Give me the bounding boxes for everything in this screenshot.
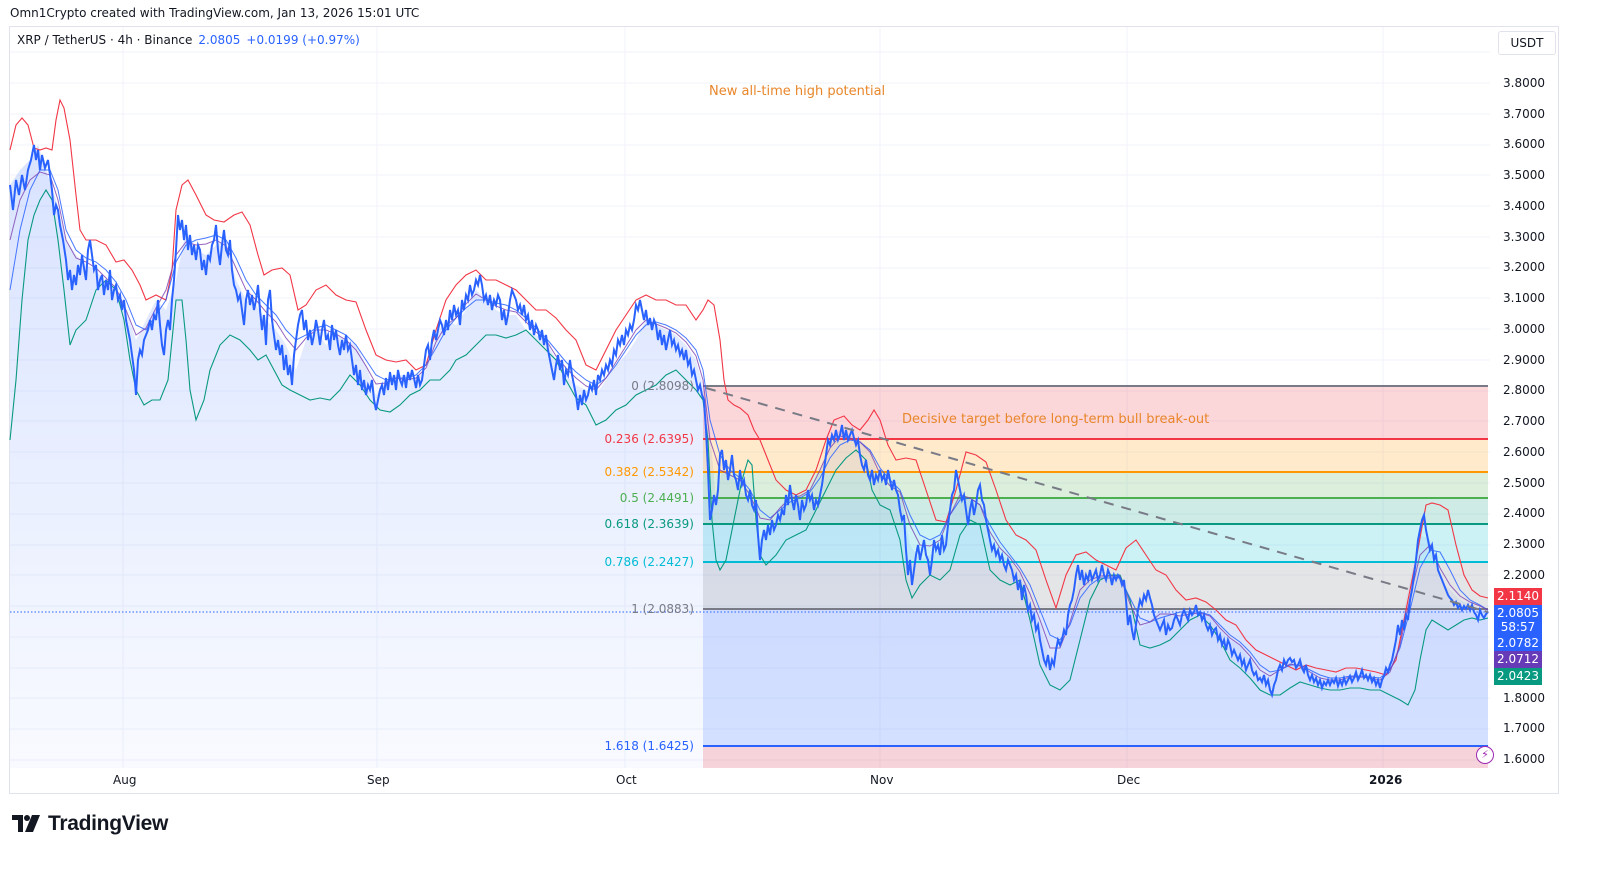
chart-frame	[9, 26, 1559, 794]
price-tick: 3.4000	[1503, 199, 1545, 213]
time-tick: Oct	[616, 773, 637, 787]
fib-label-0618: 0.618 (2.3639)	[604, 517, 694, 531]
price-tick: 2.7000	[1503, 414, 1545, 428]
price-tick: 3.2000	[1503, 260, 1545, 274]
fib-label-1: 1 (2.0883)	[631, 602, 694, 616]
fib-label-1618: 1.618 (1.6425)	[604, 739, 694, 753]
lightning-icon[interactable]: ⚡	[1476, 746, 1494, 764]
target-annotation[interactable]: Decisive target before long-term bull br…	[902, 412, 1210, 427]
chart-credit: Omn1Crypto created with TradingView.com,…	[10, 6, 420, 20]
price-tick: 1.8000	[1503, 691, 1545, 705]
price-tick: 3.5000	[1503, 168, 1545, 182]
trend-line	[705, 387, 1489, 613]
price-tick: 3.3000	[1503, 230, 1545, 244]
price-tick: 3.0000	[1503, 322, 1545, 336]
price-tick: 2.9000	[1503, 353, 1545, 367]
currency-button[interactable]: USDT	[1498, 31, 1556, 55]
price-tick: 2.8000	[1503, 383, 1545, 397]
fib-label-0: 0 (2.8098)	[631, 379, 694, 393]
fib-label-0236: 0.236 (2.6395)	[604, 432, 694, 446]
price-tick: 3.6000	[1503, 137, 1545, 151]
price-tick: 2.3000	[1503, 537, 1545, 551]
brand-name: TradingView	[48, 812, 169, 835]
lower-band-line	[9, 188, 1489, 706]
time-tick: Dec	[1117, 773, 1141, 787]
fib-label-05: 0.5 (2.4491)	[619, 491, 694, 505]
price-tick: 2.5000	[1503, 476, 1545, 490]
price-area-fill	[10, 145, 1488, 768]
ma-mid-price-tag: 2.0712	[1494, 651, 1542, 668]
lower-band-price-tag: 2.0423	[1494, 668, 1542, 685]
last-price: 2.0805	[198, 33, 241, 47]
time-tick: Sep	[367, 773, 390, 787]
time-tick: Nov	[870, 773, 894, 787]
tradingview-mark-icon	[12, 815, 40, 832]
symbol-legend: XRP / TetherUS · 4h · Binance 2.0805 +0.01…	[17, 33, 360, 47]
upper-band-line	[9, 98, 1489, 676]
price-tick: 1.6000	[1503, 752, 1545, 766]
fib-label-0786: 0.786 (2.2427)	[604, 555, 694, 569]
symbol-name[interactable]: XRP / TetherUS · 4h · Binance	[17, 33, 193, 47]
price-tick: 2.2000	[1503, 568, 1545, 582]
price-tick: 2.4000	[1503, 506, 1545, 520]
price-tick: 3.1000	[1503, 291, 1545, 305]
ath-annotation[interactable]: New all-time high potential	[709, 84, 886, 99]
fib-zones	[703, 386, 1488, 768]
ma-slow-price-tag: 2.0782	[1494, 635, 1542, 652]
price-tick: 1.7000	[1503, 721, 1545, 735]
tradingview-logo: TradingView	[12, 812, 168, 836]
price-tick: 2.6000	[1503, 445, 1545, 459]
price-line	[9, 144, 1489, 699]
price-tick: 3.7000	[1503, 107, 1545, 121]
time-tick: 2026	[1369, 773, 1403, 787]
price-change: +0.0199 (+0.97%)	[246, 33, 360, 47]
fib-lines	[703, 385, 1488, 747]
upper-band-price-tag: 2.1140	[1494, 588, 1542, 605]
countdown-tag: 58:57	[1494, 619, 1542, 636]
last-price-tag: 2.0805	[1494, 605, 1542, 622]
price-tick: 3.8000	[1503, 76, 1545, 90]
time-tick: Aug	[113, 773, 137, 787]
fib-label-0382: 0.382 (2.5342)	[604, 465, 694, 479]
